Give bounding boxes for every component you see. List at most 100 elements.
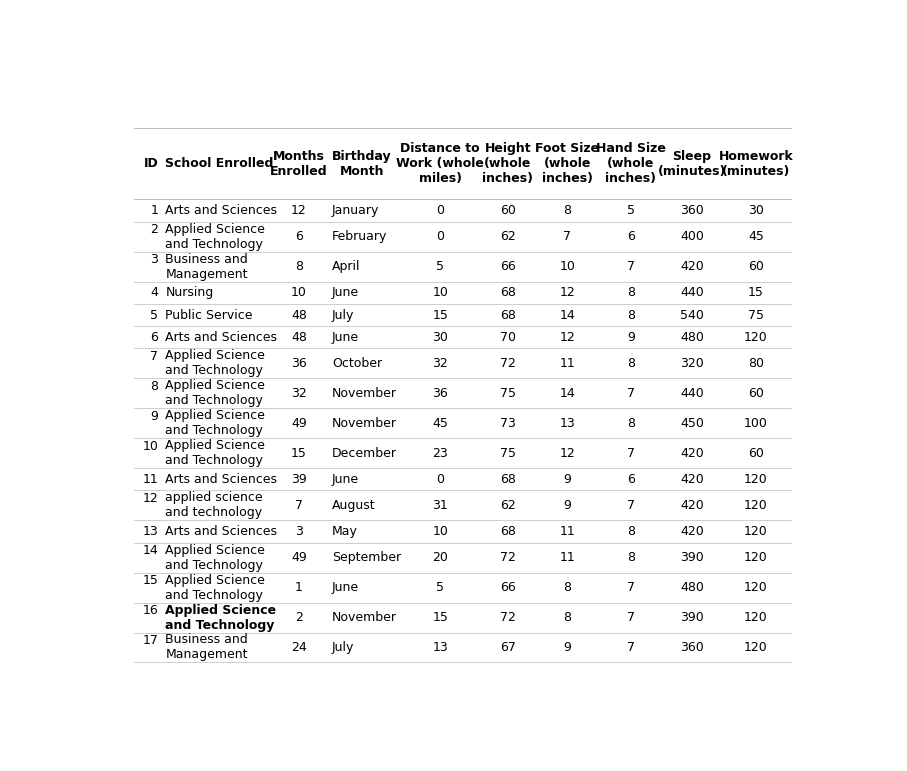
Text: Birthday
Month: Birthday Month	[332, 150, 392, 178]
Text: 62: 62	[500, 231, 515, 243]
Text: 60: 60	[748, 387, 764, 400]
Text: 540: 540	[680, 308, 704, 322]
Text: 23: 23	[433, 446, 448, 460]
Text: 6: 6	[295, 231, 303, 243]
Text: 480: 480	[680, 331, 704, 344]
Text: 9: 9	[563, 499, 571, 512]
Text: 8: 8	[563, 581, 571, 594]
Text: 15: 15	[291, 446, 307, 460]
Text: Applied Science
and Technology: Applied Science and Technology	[165, 349, 265, 378]
Text: 75: 75	[500, 387, 516, 400]
Text: Applied Science
and Technology: Applied Science and Technology	[165, 223, 265, 251]
Text: 73: 73	[500, 417, 516, 429]
Text: 6: 6	[627, 473, 635, 486]
Text: 10: 10	[142, 439, 159, 453]
Text: 5: 5	[151, 308, 159, 322]
Text: 68: 68	[500, 308, 516, 322]
Text: 2: 2	[295, 611, 303, 624]
Text: 70: 70	[500, 331, 516, 344]
Text: Hand Size
(whole
inches): Hand Size (whole inches)	[596, 143, 666, 185]
Text: 420: 420	[680, 260, 704, 273]
Text: Arts and Sciences: Arts and Sciences	[165, 204, 278, 217]
Text: applied science
and technology: applied science and technology	[165, 491, 263, 520]
Text: 480: 480	[680, 581, 704, 594]
Text: 7: 7	[295, 499, 303, 512]
Text: 420: 420	[680, 525, 704, 538]
Text: 1: 1	[295, 581, 303, 594]
Text: 7: 7	[627, 581, 635, 594]
Text: 36: 36	[433, 387, 448, 400]
Text: 8: 8	[151, 380, 159, 393]
Text: 30: 30	[433, 331, 448, 344]
Text: June: June	[332, 331, 359, 344]
Text: 11: 11	[560, 357, 575, 370]
Text: 7: 7	[627, 260, 635, 273]
Text: 8: 8	[563, 611, 571, 624]
Text: October: October	[332, 357, 382, 370]
Text: April: April	[332, 260, 360, 273]
Text: Applied Science
and Technology: Applied Science and Technology	[165, 379, 265, 407]
Text: 10: 10	[291, 286, 307, 299]
Text: 15: 15	[748, 286, 764, 299]
Text: 68: 68	[500, 525, 516, 538]
Text: 1: 1	[151, 204, 159, 217]
Text: Applied Science
and Technology: Applied Science and Technology	[165, 409, 265, 437]
Text: 12: 12	[560, 446, 575, 460]
Text: June: June	[332, 581, 359, 594]
Text: 75: 75	[500, 446, 516, 460]
Text: 60: 60	[748, 260, 764, 273]
Text: Applied Science
and Technology: Applied Science and Technology	[165, 604, 277, 631]
Text: 68: 68	[500, 473, 516, 486]
Text: 20: 20	[433, 551, 448, 564]
Text: 7: 7	[151, 350, 159, 363]
Text: September: September	[332, 551, 401, 564]
Text: 0: 0	[436, 204, 444, 217]
Text: 360: 360	[680, 204, 704, 217]
Text: 9: 9	[627, 331, 635, 344]
Text: 120: 120	[744, 331, 767, 344]
Text: 66: 66	[500, 260, 515, 273]
Text: Applied Science
and Technology: Applied Science and Technology	[165, 574, 265, 601]
Text: 400: 400	[680, 231, 704, 243]
Text: 13: 13	[142, 525, 159, 538]
Text: 8: 8	[627, 551, 635, 564]
Text: 4: 4	[151, 286, 159, 299]
Text: Nursing: Nursing	[165, 286, 214, 299]
Text: 0: 0	[436, 231, 444, 243]
Text: 72: 72	[500, 551, 516, 564]
Text: 9: 9	[563, 641, 571, 654]
Text: 15: 15	[433, 308, 448, 322]
Text: December: December	[332, 446, 397, 460]
Text: Arts and Sciences: Arts and Sciences	[165, 525, 278, 538]
Text: 420: 420	[680, 499, 704, 512]
Text: June: June	[332, 473, 359, 486]
Text: 14: 14	[560, 387, 575, 400]
Text: 440: 440	[680, 387, 704, 400]
Text: 440: 440	[680, 286, 704, 299]
Text: 6: 6	[627, 231, 635, 243]
Text: 3: 3	[151, 253, 159, 266]
Text: 450: 450	[680, 417, 704, 429]
Text: 15: 15	[142, 574, 159, 588]
Text: 15: 15	[433, 611, 448, 624]
Text: 13: 13	[433, 641, 448, 654]
Text: 120: 120	[744, 499, 767, 512]
Text: 67: 67	[500, 641, 516, 654]
Text: 8: 8	[627, 308, 635, 322]
Text: 60: 60	[500, 204, 516, 217]
Text: 0: 0	[436, 473, 444, 486]
Text: 8: 8	[627, 286, 635, 299]
Text: 36: 36	[291, 357, 307, 370]
Text: 7: 7	[563, 231, 571, 243]
Text: Arts and Sciences: Arts and Sciences	[165, 331, 278, 344]
Text: 2: 2	[151, 224, 159, 236]
Text: Months
Enrolled: Months Enrolled	[270, 150, 327, 178]
Text: 72: 72	[500, 357, 516, 370]
Text: May: May	[332, 525, 358, 538]
Text: 14: 14	[142, 544, 159, 557]
Text: 120: 120	[744, 525, 767, 538]
Text: 66: 66	[500, 581, 515, 594]
Text: 100: 100	[744, 417, 768, 429]
Text: 7: 7	[627, 641, 635, 654]
Text: 320: 320	[680, 357, 704, 370]
